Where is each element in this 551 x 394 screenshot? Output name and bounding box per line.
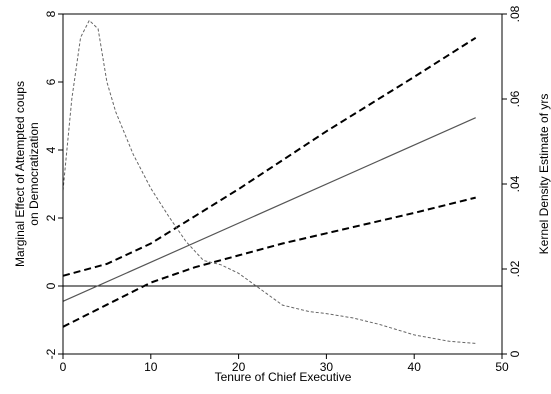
series-kernel-density [62,19,476,344]
y-axis-left-title-line2: on Democratization [27,122,41,225]
y-right-tick-label: .04 [508,175,522,192]
y-left-tick-label: 8 [44,10,58,17]
y-right-tick-label: .02 [508,260,522,277]
series-lower-ci [62,196,476,328]
y-left-tick-label: 6 [44,78,58,85]
x-tick-label: 10 [144,360,158,374]
series-marginal-effect [62,117,476,302]
y-left-tick-label: 4 [44,146,58,153]
x-tick-label: 30 [320,360,334,374]
y-left-tick-label: 2 [44,214,58,221]
x-tick-label: 0 [60,360,67,374]
x-tick-label: 20 [232,360,246,374]
y-right-tick-label: 0 [508,350,522,357]
x-axis-title: Tenure of Chief Executive [215,370,352,384]
y-axis-right-title: Kernel Density Estimate of yrs [537,94,551,255]
y-right-tick-label: .06 [508,90,522,107]
y-left-tick-label: -2 [44,348,58,359]
x-tick-label: 40 [408,360,422,374]
plot-area [62,19,502,344]
y-axis-left-title-line1: Marginal Effect of Attempted coups [13,81,27,267]
series-upper-ci [62,36,477,277]
x-tick-label: 50 [495,360,509,374]
y-left-tick-label: 0 [44,282,58,289]
y-right-tick-label: .08 [508,5,522,22]
labels: Tenure of Chief Executive Marginal Effec… [13,81,551,384]
